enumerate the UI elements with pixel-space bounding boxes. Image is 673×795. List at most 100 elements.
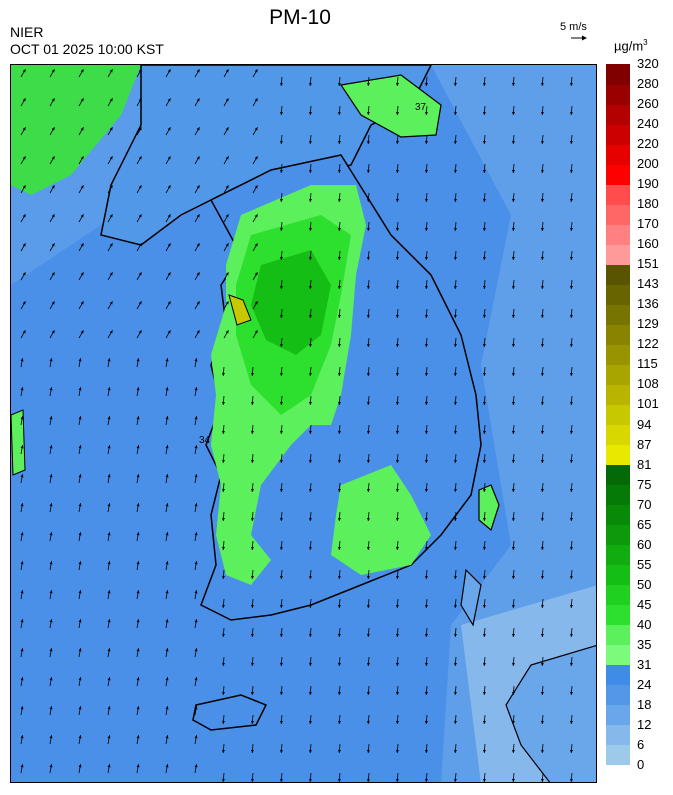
wind-arrow-head [138,301,142,305]
wind-arrow-head [194,590,198,594]
wind-arrow-head [366,430,370,434]
wind-arrow-head [482,546,486,550]
wind-arrow-head [511,517,515,521]
kyushu-land [505,644,596,782]
wind-arrow-head [250,720,254,724]
wind-arrow-head [337,604,341,608]
wind-arrow-head [366,82,370,86]
wind-arrow-head [337,691,341,695]
legend-swatch [606,584,630,606]
wind-arrow-head [424,459,428,463]
wind-arrow-head [221,575,225,579]
wind-arrow-head [250,517,254,521]
legend-swatch [606,564,630,586]
wind-arrow-head [453,488,457,492]
wind-arrow-head [337,517,341,521]
wind-arrow-head [279,749,283,753]
wind-arrow-head [80,243,84,247]
wind-arrow-head [337,256,341,260]
wind-arrow-head [482,372,486,376]
wind-arrow-head [165,416,169,420]
wind-arrow-head [395,111,399,115]
wind-arrow-head [308,285,312,289]
wind-arrow-head [424,517,428,521]
wind-arrow-head [279,778,283,782]
legend-swatch [606,404,630,425]
wind-arrow-head [49,619,53,623]
wind-arrow-head [279,575,283,579]
wind-arrow-head [78,416,82,420]
wind-arrow-head [254,185,258,189]
wind-arrow-head [569,459,573,463]
wind-arrow-head [424,430,428,434]
wind-arrow-head [165,619,169,623]
wind-arrow-head [308,575,312,579]
wind-arrow-head [337,343,341,347]
wind-arrow-head [395,604,399,608]
wind-arrow-head [165,648,169,652]
wind-arrow-head [138,127,142,131]
wind-arrow-head [366,691,370,695]
wind-arrow-head [308,488,312,492]
jeju-island [192,694,268,731]
agency-label: NIER [10,24,44,40]
legend-tick-label: 40 [637,616,652,632]
wind-arrow-head [337,82,341,86]
legend-swatch [606,624,630,646]
wind-arrow-head [109,243,113,247]
wind-arrow-head [279,604,283,608]
wind-arrow-head [511,111,515,115]
wind-arrow-head [136,445,140,449]
wind-arrow-head [453,372,457,376]
wind-arrow-head [167,272,171,276]
wind-arrow-head [138,156,142,160]
wind-arrow-head [453,82,457,86]
wind-arrow-head [366,343,370,347]
wind-arrow-head [78,532,82,536]
wind-arrow-head [366,546,370,550]
wind-arrow-head [279,198,283,202]
wind-arrow-head [424,198,428,202]
wind-arrow-head [337,633,341,637]
wind-arrow-head [250,488,254,492]
wind-arrow-head [194,532,198,536]
legend-swatch [606,684,630,706]
wind-arrow-head [279,111,283,115]
wind-arrow-head [20,503,24,507]
wind-arrow-head [453,256,457,260]
wind-arrow-head [424,633,428,637]
wind-arrow-head [569,575,573,579]
wind-arrow-head [20,648,24,652]
wind-arrow-head [51,185,55,189]
wind-arrow-head [424,401,428,405]
wind-arrow-head [80,330,84,334]
wind-arrow-head [540,517,544,521]
wind-arrow-head [540,169,544,173]
wind-arrow-head [366,575,370,579]
wind-arrow-head [136,677,140,681]
wind-arrow-head [482,488,486,492]
wind-arrow-head [308,140,312,144]
wind-arrow-head [78,474,82,478]
wind-arrow-head [337,488,341,492]
wind-arrow-head [107,677,111,681]
wind-arrow-head [221,778,225,782]
wind-arrow-head [78,677,82,681]
wind-arrow-head [453,227,457,231]
wind-arrow-head [194,677,198,681]
wind-arrow-head [165,474,169,478]
wind-arrow-head [51,127,55,131]
wind-arrow-head [366,459,370,463]
legend-swatch [606,724,630,746]
wind-arrow-head [511,633,515,637]
legend-swatch [606,204,630,225]
wind-arrow-head [569,285,573,289]
wind-arrow-head [569,517,573,521]
wind-arrow-head [424,691,428,695]
wind-arrow-head [165,532,169,536]
wind-arrow-head [250,662,254,666]
wind-arrow-head [49,561,53,565]
wind-arrow-head [366,778,370,782]
pm10-map[interactable]: 34 37 [10,64,597,783]
wind-arrow-head [107,561,111,565]
